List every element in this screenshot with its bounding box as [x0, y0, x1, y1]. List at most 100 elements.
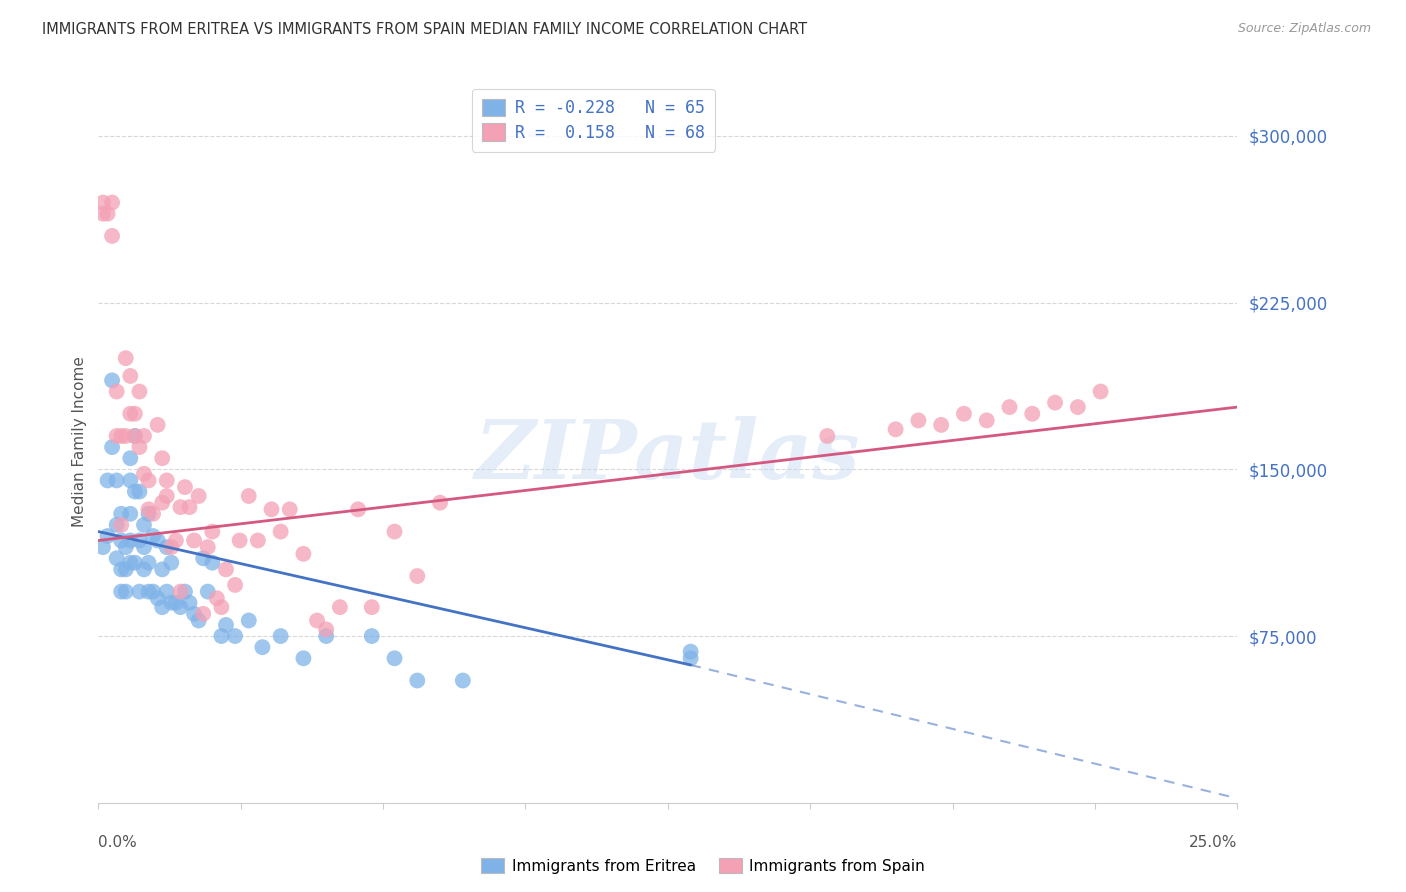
- Legend: R = -0.228   N = 65, R =  0.158   N = 68: R = -0.228 N = 65, R = 0.158 N = 68: [472, 88, 716, 152]
- Point: [238, 489, 260, 503]
- Point: [110, 517, 132, 532]
- Point: [138, 474, 160, 488]
- Point: [270, 629, 292, 643]
- Point: [128, 384, 150, 399]
- Point: [347, 502, 370, 516]
- Point: [246, 533, 269, 548]
- Point: [105, 551, 128, 566]
- Y-axis label: Median Family Income: Median Family Income: [72, 356, 87, 527]
- Point: [169, 584, 191, 599]
- Point: [160, 596, 183, 610]
- Point: [132, 429, 155, 443]
- Point: [1021, 407, 1043, 421]
- Point: [384, 524, 406, 539]
- Point: [105, 429, 128, 443]
- Point: [252, 640, 274, 655]
- Point: [138, 507, 160, 521]
- Point: [124, 429, 146, 443]
- Point: [156, 540, 179, 554]
- Point: [105, 474, 128, 488]
- Point: [193, 607, 215, 621]
- Point: [165, 596, 187, 610]
- Point: [142, 507, 165, 521]
- Point: [124, 407, 146, 421]
- Point: [174, 584, 197, 599]
- Point: [128, 484, 150, 499]
- Point: [215, 562, 238, 576]
- Point: [101, 440, 124, 454]
- Point: [110, 584, 132, 599]
- Point: [96, 474, 118, 488]
- Point: [142, 529, 165, 543]
- Point: [128, 533, 150, 548]
- Point: [205, 591, 228, 606]
- Point: [114, 351, 136, 366]
- Point: [150, 600, 173, 615]
- Point: [105, 384, 128, 399]
- Point: [228, 533, 250, 548]
- Point: [307, 614, 329, 628]
- Point: [132, 467, 155, 481]
- Point: [187, 489, 209, 503]
- Point: [197, 584, 219, 599]
- Point: [142, 584, 165, 599]
- Point: [120, 533, 142, 548]
- Point: [360, 600, 382, 615]
- Point: [120, 507, 142, 521]
- Point: [110, 562, 132, 576]
- Point: [953, 407, 976, 421]
- Point: [156, 489, 179, 503]
- Point: [329, 600, 352, 615]
- Point: [406, 673, 429, 688]
- Point: [156, 474, 179, 488]
- Point: [132, 562, 155, 576]
- Point: [1090, 384, 1112, 399]
- Point: [156, 584, 179, 599]
- Point: [209, 600, 232, 615]
- Point: [114, 429, 136, 443]
- Point: [179, 596, 201, 610]
- Point: [1067, 400, 1090, 414]
- Point: [315, 623, 337, 637]
- Point: [101, 373, 124, 387]
- Point: [201, 556, 224, 570]
- Point: [224, 629, 246, 643]
- Point: [114, 540, 136, 554]
- Point: [146, 591, 169, 606]
- Point: [193, 551, 215, 566]
- Point: [96, 207, 118, 221]
- Point: [120, 474, 142, 488]
- Point: [160, 556, 183, 570]
- Text: ZIPatlas: ZIPatlas: [475, 416, 860, 496]
- Point: [998, 400, 1021, 414]
- Text: 25.0%: 25.0%: [1189, 835, 1237, 850]
- Point: [174, 480, 197, 494]
- Point: [224, 578, 246, 592]
- Point: [120, 368, 142, 383]
- Point: [197, 540, 219, 554]
- Point: [114, 584, 136, 599]
- Point: [160, 540, 183, 554]
- Point: [165, 533, 187, 548]
- Point: [209, 629, 232, 643]
- Point: [679, 651, 702, 665]
- Point: [110, 429, 132, 443]
- Point: [884, 422, 907, 436]
- Legend: Immigrants from Eritrea, Immigrants from Spain: Immigrants from Eritrea, Immigrants from…: [475, 852, 931, 880]
- Point: [96, 529, 118, 543]
- Point: [215, 618, 238, 632]
- Point: [150, 451, 173, 466]
- Point: [128, 440, 150, 454]
- Point: [124, 556, 146, 570]
- Point: [150, 562, 173, 576]
- Point: [138, 584, 160, 599]
- Point: [360, 629, 382, 643]
- Point: [110, 533, 132, 548]
- Point: [120, 407, 142, 421]
- Point: [128, 584, 150, 599]
- Point: [120, 451, 142, 466]
- Point: [292, 651, 315, 665]
- Point: [101, 195, 124, 210]
- Point: [278, 502, 301, 516]
- Point: [114, 562, 136, 576]
